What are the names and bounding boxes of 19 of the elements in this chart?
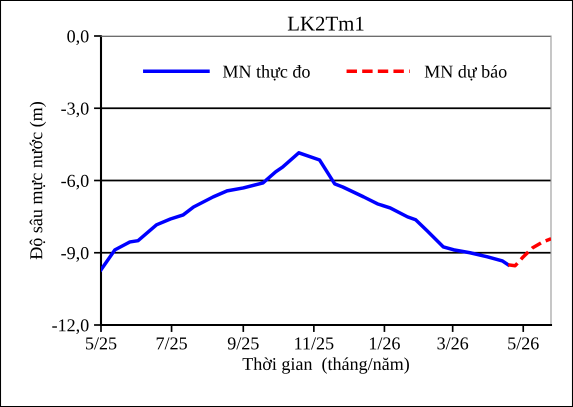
x-tick-label: 5/26 <box>508 337 539 350</box>
legend-label: MN thực đo <box>222 65 310 81</box>
y-tick-label: 0,0 <box>67 30 89 46</box>
y-tick-label: -3,0 <box>61 102 89 118</box>
y-tick-label: -6,0 <box>61 174 89 190</box>
x-tick-label: 3/26 <box>437 337 468 350</box>
x-tick-label: 7/25 <box>156 337 187 350</box>
legend-label: MN dự báo <box>424 64 507 81</box>
x-tick-label: 5/25 <box>86 337 116 350</box>
y-tick-label: -9,0 <box>61 247 89 262</box>
y-axis-title: Độ sâu mực nước (m) <box>30 102 46 260</box>
x-tick-label: 9/25 <box>228 337 259 350</box>
chart-title: LK2Tm1 <box>288 16 364 30</box>
x-tick-label: 1/26 <box>370 337 400 350</box>
line-series <box>506 237 551 268</box>
line-series <box>101 151 510 272</box>
y-tick-label: -12,0 <box>52 319 89 334</box>
x-tick-label: 11/25 <box>295 337 334 350</box>
x-axis-title: Thời gian (tháng/năm) <box>242 357 409 374</box>
